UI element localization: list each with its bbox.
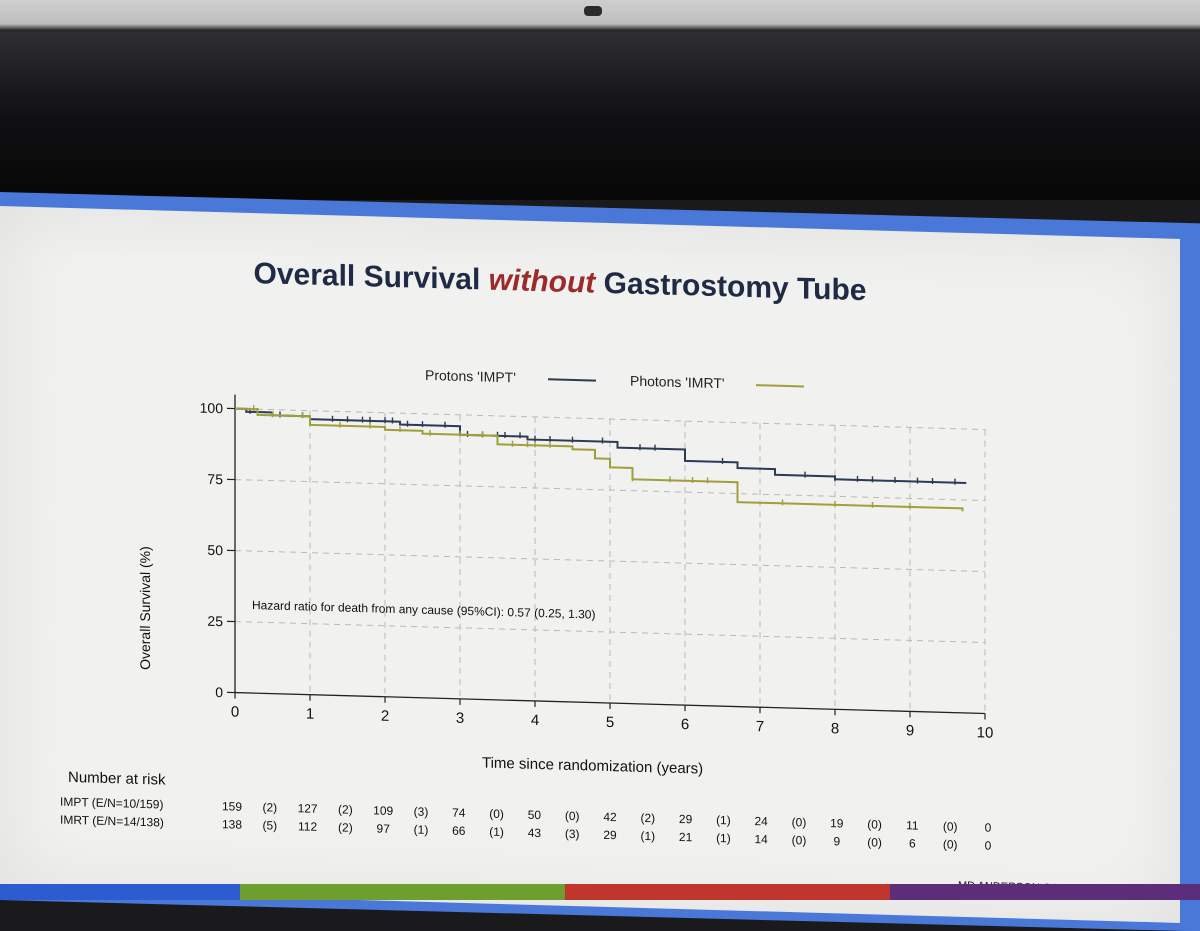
x-tick-label: 5 xyxy=(606,714,614,731)
risk-table-cell: (5) xyxy=(262,818,277,832)
risk-table-cell: 24 xyxy=(755,814,769,828)
color-bar-segment xyxy=(0,884,240,900)
risk-table-cell: 42 xyxy=(603,810,617,824)
y-tick-label: 25 xyxy=(207,613,223,629)
risk-table-cell: 19 xyxy=(830,816,844,830)
risk-table-cell: 127 xyxy=(298,801,318,816)
slide: Overall Survival without Gastrostomy Tub… xyxy=(0,206,1180,923)
color-bar-segment xyxy=(565,884,890,900)
risk-table-cell: 0 xyxy=(985,821,992,835)
hazard-ratio-annotation: Hazard ratio for death from any cause (9… xyxy=(252,598,595,622)
risk-table: Number at risk IMPT (E/N=10/159) IMRT (E… xyxy=(60,769,992,853)
x-tick-label: 10 xyxy=(977,724,994,741)
curves-layer xyxy=(235,405,966,512)
y-axis-label: Overall Survival (%) xyxy=(137,546,153,670)
x-tick-label: 8 xyxy=(831,720,839,737)
color-bar-segment xyxy=(890,884,1200,900)
risk-table-cell: (2) xyxy=(640,811,655,825)
risk-table-cell: (1) xyxy=(489,825,504,839)
risk-table-cell: (1) xyxy=(716,813,731,827)
risk-table-cell: 109 xyxy=(373,803,393,818)
risk-table-cell: 159 xyxy=(222,799,242,814)
risk-table-cell: 43 xyxy=(528,826,542,840)
risk-table-cell: (0) xyxy=(489,807,504,821)
x-axis-label: Time since randomization (years) xyxy=(482,754,703,777)
x-tick-label: 9 xyxy=(906,722,914,739)
risk-table-cell: 97 xyxy=(377,822,391,836)
risk-table-cell: 0 xyxy=(985,839,992,853)
risk-table-cell: 6 xyxy=(909,836,916,850)
legend-swatch-imrt xyxy=(756,385,804,386)
risk-table-cell: (1) xyxy=(716,831,731,845)
risk-table-cell: (0) xyxy=(943,837,958,851)
risk-row-label-impt: IMPT (E/N=10/159) xyxy=(60,795,163,812)
risk-table-cell: 14 xyxy=(755,832,769,846)
imrt-survival-curve xyxy=(235,409,963,512)
risk-table-cell: (1) xyxy=(640,829,655,843)
legend-swatch-impt xyxy=(548,379,596,380)
x-tick-label: 3 xyxy=(456,710,464,727)
y-tick-label: 0 xyxy=(215,684,223,700)
y-tick-label: 50 xyxy=(207,542,223,558)
risk-table-cell: (0) xyxy=(943,819,958,833)
slide-color-bar xyxy=(0,884,1200,900)
risk-table-cell: (0) xyxy=(565,809,580,823)
risk-table-cell: 21 xyxy=(679,830,693,844)
risk-table-cell: (2) xyxy=(338,802,353,816)
risk-table-cell: 9 xyxy=(833,834,840,848)
risk-table-cell: (0) xyxy=(867,817,882,831)
x-tick-label: 1 xyxy=(306,706,314,723)
x-tick-label: 0 xyxy=(231,703,239,720)
risk-table-cell: 29 xyxy=(603,828,617,842)
ceiling-band xyxy=(0,32,1200,102)
y-tick-label: 100 xyxy=(200,400,224,417)
risk-table-cell: 74 xyxy=(452,806,466,820)
grid-layer xyxy=(235,409,985,714)
risk-table-cell: (3) xyxy=(414,805,429,819)
risk-table-cell: 11 xyxy=(906,818,919,832)
risk-table-cell: (2) xyxy=(338,820,353,834)
legend: Protons 'IMPT' Photons 'IMRT' xyxy=(425,367,804,394)
risk-table-cell: (0) xyxy=(867,835,882,849)
x-tick-label: 7 xyxy=(756,718,764,735)
risk-table-cell: 29 xyxy=(679,812,693,826)
risk-table-cell: 50 xyxy=(528,808,542,822)
risk-table-header: Number at risk xyxy=(68,769,166,789)
risk-table-cell: 112 xyxy=(298,819,317,834)
legend-label-impt: Protons 'IMPT' xyxy=(425,367,516,386)
y-tick-label: 75 xyxy=(207,471,223,487)
risk-table-cell: 66 xyxy=(452,824,466,838)
risk-table-cell: (0) xyxy=(792,833,807,847)
risk-table-cell: (0) xyxy=(792,815,807,829)
ceiling-camera xyxy=(584,6,602,16)
risk-table-cell: (3) xyxy=(565,827,580,841)
legend-label-imrt: Photons 'IMRT' xyxy=(630,373,725,392)
risk-table-cell: 138 xyxy=(222,817,242,832)
x-tick-label: 6 xyxy=(681,716,689,733)
impt-survival-curve xyxy=(235,409,966,483)
risk-table-cell: (2) xyxy=(262,800,277,814)
color-bar-segment xyxy=(240,884,565,900)
x-tick-label: 4 xyxy=(531,712,539,729)
risk-row-label-imrt: IMRT (E/N=14/138) xyxy=(60,813,164,830)
risk-table-cell: (1) xyxy=(414,823,429,837)
x-tick-label: 2 xyxy=(381,708,389,725)
